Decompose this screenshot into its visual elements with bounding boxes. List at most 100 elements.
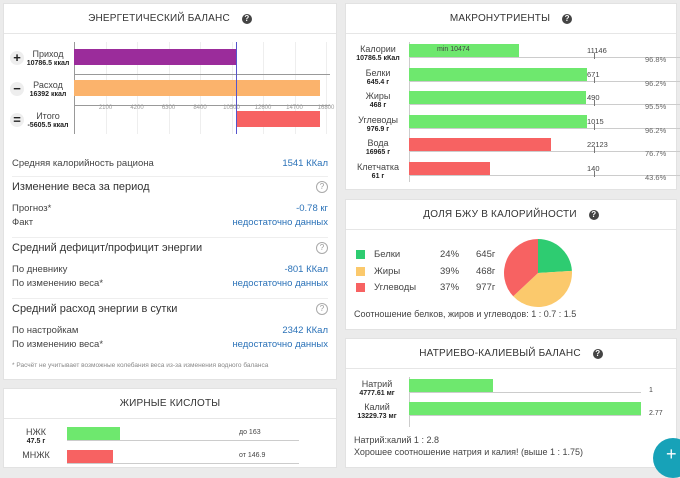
target-tick xyxy=(594,147,595,153)
data-row: По изменению веса* недостаточно данных xyxy=(12,278,328,289)
pie-slice xyxy=(504,239,538,297)
label: Вода xyxy=(367,138,389,148)
macro-bar xyxy=(409,161,490,175)
section-heading: Средний дефицит/профицит энергии? xyxy=(12,237,328,254)
fatty-bar xyxy=(67,427,121,440)
track-line xyxy=(409,104,680,105)
mineral-bar xyxy=(409,402,641,415)
sign-icon: = xyxy=(10,113,24,127)
target-tick xyxy=(594,100,595,106)
value: 645.4 г xyxy=(366,78,390,86)
help-icon[interactable]: ? xyxy=(316,181,328,193)
macro-label: Углеводы 976.9 г xyxy=(350,115,406,135)
panel-title: ЭНЕРГЕТИЧЕСКИЙ БАЛАНС xyxy=(88,13,230,24)
value: 4777.61 мг xyxy=(359,390,395,397)
legend-percent: 37% xyxy=(440,282,460,293)
legend-grams: 977г xyxy=(476,282,496,293)
help-icon[interactable]: ? xyxy=(316,242,328,254)
target-value: 490 xyxy=(587,93,600,102)
track-line xyxy=(67,440,299,441)
label: Натрий xyxy=(361,379,393,389)
percent: 76.7% xyxy=(645,149,667,158)
row-value[interactable]: -0.78 кг xyxy=(296,203,328,214)
value: 47.5 г xyxy=(26,438,46,445)
label: Углеводы xyxy=(358,114,398,125)
row-value[interactable]: недостаточно данных xyxy=(232,278,328,289)
macro-bar xyxy=(409,114,587,128)
section-title: Средний расход энергии в сутки xyxy=(12,303,178,315)
label: НЖК xyxy=(25,427,47,437)
help-icon[interactable]: ? xyxy=(241,13,252,24)
target-tick xyxy=(594,76,595,83)
track-line xyxy=(409,80,680,82)
macro-bar xyxy=(409,91,586,104)
tick-label: 8400 xyxy=(193,105,207,111)
help-icon[interactable]: ? xyxy=(592,348,603,359)
macro-label: Жиры 468 г xyxy=(350,91,406,111)
legend-label: Углеводы xyxy=(374,282,417,293)
data-row: По настройкам 2342 ККал xyxy=(12,325,328,336)
percent: 96.2% xyxy=(645,125,667,135)
add-button[interactable]: + xyxy=(653,438,680,478)
row-label: По дневнику xyxy=(12,264,68,275)
data-row: Прогноз* -0.78 кг xyxy=(12,203,328,214)
axis-separator xyxy=(74,74,330,75)
row-label: По изменению веса* xyxy=(12,278,104,289)
sign-icon: − xyxy=(10,82,24,96)
pie-slice xyxy=(513,270,572,307)
ratio-text: Натрий:калий 1 : 2.8 xyxy=(354,435,439,445)
ratio-verdict: Хорошее соотношение натрия и калия! (выш… xyxy=(354,447,584,457)
mineral-bar xyxy=(409,379,493,392)
legend-grams: 645г xyxy=(476,249,496,260)
legend-percent: 24% xyxy=(440,249,460,260)
row-label: Факт xyxy=(12,217,34,228)
label: МНЖК xyxy=(22,450,50,460)
bju-ratio: Соотношение белков, жиров и углеводов: 1… xyxy=(354,309,577,319)
legend-label: Жиры xyxy=(374,265,401,277)
target-value: до 163 xyxy=(239,429,261,436)
help-icon[interactable]: ? xyxy=(562,13,573,24)
target-tick xyxy=(594,170,595,177)
mineral-label: Калий 13229.73 мг xyxy=(348,402,406,422)
data-row: По изменению веса* недостаточно данных xyxy=(12,339,328,350)
row-value[interactable]: -801 ККал xyxy=(284,264,328,275)
label: Жиры xyxy=(365,91,391,101)
legend-grams: 468г xyxy=(476,265,496,277)
target-value: 1015 xyxy=(587,116,604,126)
sodium-potassium-panel: НАТРИЕВО-КАЛИЕВЫЙ БАЛАНС? Натрий 4777.61 … xyxy=(345,338,677,468)
tick-label: 6300 xyxy=(161,105,176,111)
row-value: 1541 ККал xyxy=(282,158,328,169)
label: Калории xyxy=(360,44,396,54)
legend-swatch xyxy=(356,283,365,292)
tick-label: 4200 xyxy=(130,105,144,111)
target-value: 22123 xyxy=(587,140,608,149)
income-marker xyxy=(235,42,237,134)
track-line xyxy=(409,127,680,129)
section-heading: Изменение веса за период? xyxy=(12,176,328,193)
legend-swatch xyxy=(356,266,365,276)
axis-separator xyxy=(74,105,330,106)
value: 976.9 г xyxy=(366,125,390,133)
avg-calories-row: Средняя калорийность рациона 1541 ККал xyxy=(12,158,328,169)
label: Белки xyxy=(365,67,391,78)
percent: 43.6% xyxy=(645,172,667,182)
row-value[interactable]: 2342 ККал xyxy=(282,325,328,336)
track-line xyxy=(67,463,299,464)
row-label: Средняя калорийность рациона xyxy=(12,158,154,169)
row-label: Прогноз* xyxy=(12,203,52,214)
section-title: Изменение веса за период xyxy=(12,181,150,193)
help-icon[interactable]: ? xyxy=(588,209,599,220)
macro-bar xyxy=(409,138,551,151)
gridline xyxy=(326,42,327,134)
track-line xyxy=(409,174,680,176)
section-title: Средний дефицит/профицит энергии xyxy=(12,242,203,254)
row-value[interactable]: недостаточно данных xyxy=(232,339,328,350)
energy-balance-panel: ЭНЕРГЕТИЧЕСКИЙ БАЛАНС? 2100 4200 6300 8400 1… xyxy=(3,3,337,380)
row-value[interactable]: недостаточно данных xyxy=(232,217,328,228)
section-heading: Средний расход энергии в сутки? xyxy=(12,298,328,315)
tick-label: 12600 xyxy=(254,105,272,111)
data-row: Факт недостаточно данных xyxy=(12,217,328,228)
tick-label: 16800 xyxy=(317,105,335,111)
help-icon[interactable]: ? xyxy=(316,303,328,315)
panel-title: ЖИРНЫЕ КИСЛОТЫ xyxy=(119,398,221,409)
